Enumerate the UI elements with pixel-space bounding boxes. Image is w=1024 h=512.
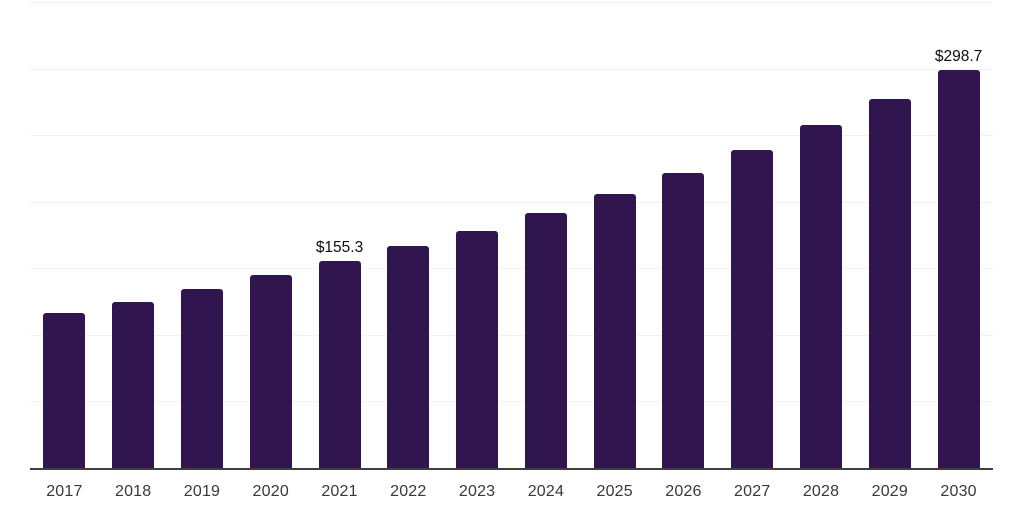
gridline — [30, 2, 993, 3]
x-tick-label-2020: 2020 — [252, 483, 289, 500]
bar-2017 — [43, 312, 86, 468]
bar-2030 — [937, 70, 980, 468]
x-tick-label-2025: 2025 — [596, 483, 633, 500]
x-tick-label-2018: 2018 — [114, 483, 152, 500]
x-tick-label-2027: 2027 — [734, 483, 771, 500]
bar-2019 — [180, 288, 223, 468]
gridline — [30, 401, 993, 403]
gridline — [30, 268, 993, 270]
x-tick-label-2028: 2028 — [802, 483, 840, 500]
x-tick-label-2026: 2026 — [665, 483, 702, 500]
bar-2021 — [318, 261, 361, 468]
bar-2022 — [387, 245, 430, 468]
data-label-2030: $298.7 — [934, 48, 983, 66]
x-tick-label-2022: 2022 — [390, 483, 427, 500]
x-tick-label-2024: 2024 — [527, 483, 565, 500]
bar-2025 — [593, 193, 636, 468]
bar-2026 — [662, 172, 705, 468]
bar-2027 — [731, 150, 774, 468]
x-tick-label-2029: 2029 — [871, 483, 909, 500]
x-axis-line — [30, 468, 993, 470]
gridline — [30, 334, 993, 336]
gridline — [30, 135, 993, 137]
gridline — [30, 201, 993, 203]
data-label-2021: $155.3 — [315, 239, 364, 257]
bar-2024 — [524, 212, 567, 468]
gridline — [30, 68, 993, 70]
bar-2020 — [249, 275, 292, 468]
x-tick-label-2023: 2023 — [458, 483, 496, 500]
x-tick-label-2017: 2017 — [46, 483, 83, 500]
bar-2028 — [800, 125, 843, 468]
bar-2029 — [868, 98, 911, 468]
x-tick-label-2030: 2030 — [940, 483, 977, 500]
bar-2023 — [456, 230, 499, 468]
bar-2018 — [112, 301, 155, 468]
x-tick-label-2021: 2021 — [321, 483, 358, 500]
x-tick-label-2019: 2019 — [183, 483, 221, 500]
